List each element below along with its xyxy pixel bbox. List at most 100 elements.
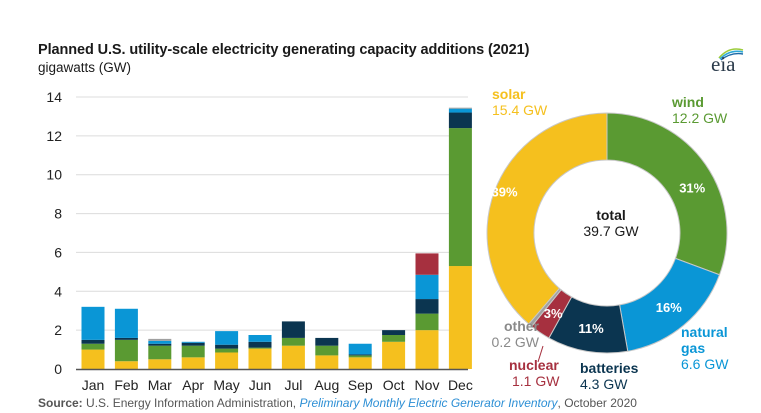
y-axis-unit-label: gigawatts (GW) [38,60,132,75]
bar-segment-batteries-jul [281,321,305,338]
bar-segment-natural-gas-apr [181,341,205,343]
bar-segment-natural-gas-may [215,331,239,345]
x-tick-label: Oct [383,377,405,393]
y-axis-ticks: 0 2 4 6 8 10 12 14 [46,89,62,377]
donut-percent-batteries: 11% [578,321,604,336]
legend-solar-name: solar [492,86,526,102]
y-tick-label: 10 [46,167,62,183]
bar-segment-wind-jun [248,347,272,349]
x-tick-label: Sep [348,377,373,393]
bar-segment-wind-jan [81,343,105,350]
bar-segment-wind-sep [348,355,372,358]
legend-natural-gas: natural gas 6.6 GW [681,324,728,372]
legend-wind-value: 12.2 GW [672,110,728,126]
bar-segment-solar-mar [148,359,172,369]
logo-swoosh-icon [718,48,744,61]
x-tick-label: Jul [284,377,302,393]
bar-segment-solar-apr [181,357,205,369]
legend-other-name: other [504,318,539,334]
bar-segment-wind-apr [181,345,205,358]
bar-segment-solar-aug [315,355,339,369]
bar-segment-natural-gas-jun [248,335,272,342]
bar-segment-natural-gas-mar [148,340,172,344]
legend-natural-gas-name-2: gas [681,340,706,356]
bar-segment-nuclear-nov [415,253,439,275]
bar-segment-other-mar [148,338,172,341]
bar-segment-wind-may [215,348,239,353]
bar-segment-batteries-aug [315,337,339,346]
bar-segment-batteries-oct [382,330,406,335]
legend-other-value: 0.2 GW [491,334,539,350]
bar-segment-wind-dec [448,128,472,267]
bar-segment-solar-feb [114,361,138,369]
donut-chart [486,112,728,354]
legend-other: other 0.2 GW [475,318,539,350]
y-tick-label: 12 [46,128,62,144]
y-tick-label: 6 [54,244,62,260]
legend-batteries: batteries 4.3 GW [580,360,638,392]
y-tick-label: 8 [54,206,62,222]
bar-segment-natural-gas-feb [114,308,138,338]
bar-segment-wind-oct [382,335,406,342]
bar-segment-batteries-mar [148,343,172,346]
donut-percent-wind: 31% [679,181,705,196]
bar-segment-solar-sep [348,357,372,369]
legend-nuclear-value: 1.1 GW [512,373,560,389]
legend-wind: wind 12.2 GW [672,94,727,126]
bar-segment-other-dec [448,107,472,109]
legend-wind-name: wind [672,94,704,110]
x-tick-label: Mar [148,377,172,393]
bar-segment-wind-nov [415,313,439,331]
source-org: U.S. Energy Information Administration, [82,396,300,410]
donut-percent-nuclear: 3% [544,306,563,321]
legend-natural-gas-name-1: natural [681,324,728,340]
bar-segment-wind-mar [148,345,172,360]
x-tick-label: Jan [82,377,105,393]
logo-text: eia [711,52,736,76]
donut-center-title: total [596,207,626,223]
x-tick-label: Jun [249,377,272,393]
bar-segment-solar-may [215,352,239,369]
bar-segment-solar-nov [415,330,439,369]
bar-segment-batteries-jan [81,339,105,344]
bar-segment-batteries-nov [415,299,439,314]
donut-percent-labels: 31% 16% 11% 3% 39% [492,181,706,336]
source-date: , October 2020 [557,396,637,410]
source-prefix: Source: [38,396,83,410]
bar-segment-natural-gas-jan [81,306,105,340]
x-tick-label: Dec [448,377,473,393]
bar-segment-wind-feb [114,339,138,362]
donut-slice-solar [486,112,608,325]
nuclear-leader-line [537,345,544,363]
donut-percent-natural-gas: 16% [656,300,682,315]
bar-segment-wind-jul [281,337,305,346]
y-tick-label: 0 [54,361,62,377]
x-axis-ticks: Jan Feb Mar Apr May Jun Jul Aug Sep Oct Nov Dec [82,377,473,393]
y-tick-label: 4 [54,283,62,299]
bar-segment-solar-dec [448,266,472,369]
donut-center-label: total 39.7 GW [549,207,673,239]
eia-logo: eia [709,44,749,78]
bar-segment-natural-gas-nov [415,274,439,300]
stacked-bars [81,107,472,369]
bar-segment-batteries-dec [448,112,472,129]
donut-slice-wind [606,112,728,276]
legend-natural-gas-value: 6.6 GW [681,356,729,372]
bar-segment-solar-jan [81,349,105,369]
y-tick-label: 14 [46,89,62,105]
legend-batteries-value: 4.3 GW [580,376,628,392]
donut-percent-solar: 39% [492,185,518,200]
legend-batteries-name: batteries [580,360,639,376]
y-tick-label: 2 [54,322,62,338]
bar-segment-batteries-may [215,344,239,349]
x-tick-label: Apr [182,377,204,393]
source-publication-link[interactable]: Preliminary Monthly Electric Generator I… [299,396,558,410]
x-tick-label: Nov [415,377,440,393]
bar-segment-batteries-feb [114,337,138,340]
bar-segment-batteries-sep [348,354,372,356]
source-note: Source: U.S. Energy Information Administ… [38,396,637,410]
bar-segment-solar-jun [248,348,272,369]
bar-segment-solar-oct [382,341,406,369]
bar-segment-natural-gas-sep [348,343,372,355]
